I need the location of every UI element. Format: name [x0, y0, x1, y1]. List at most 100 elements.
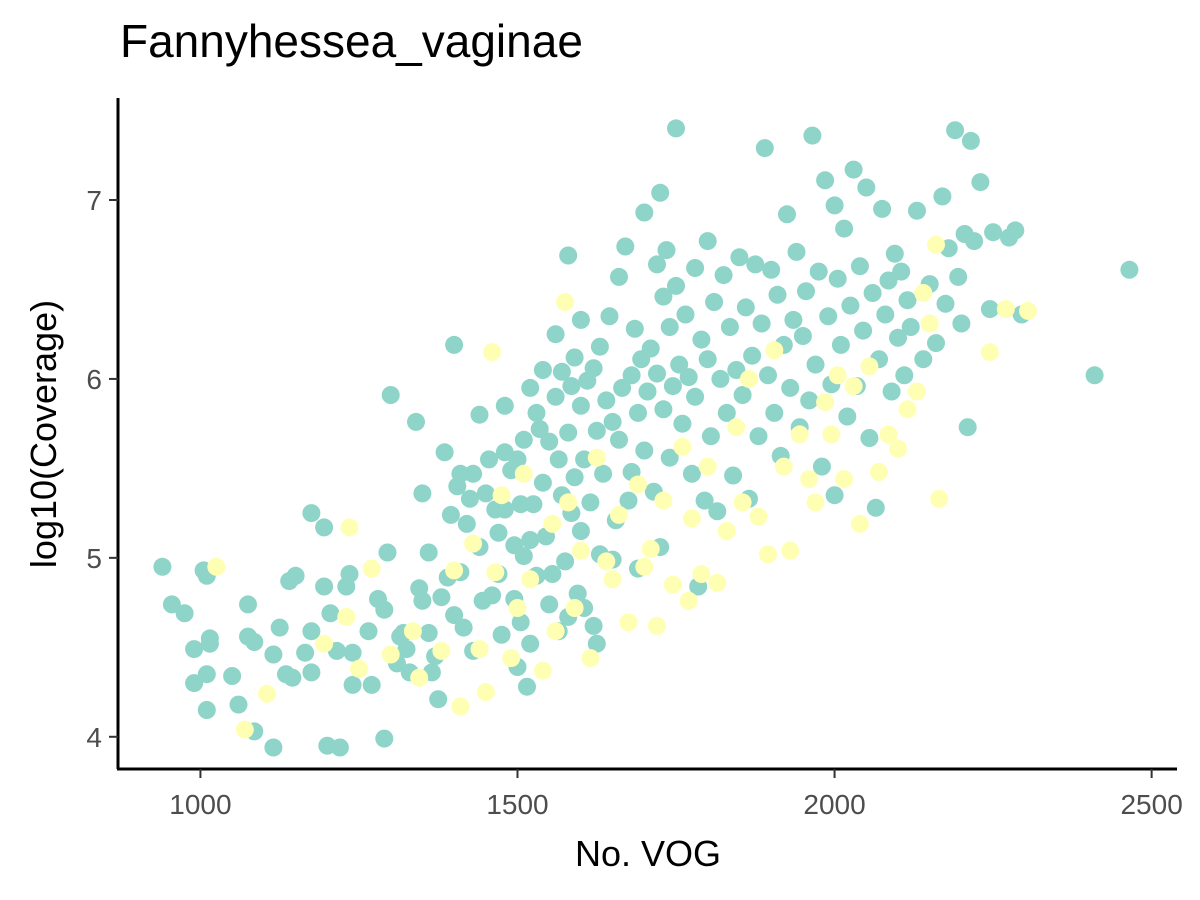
- x-tick-label-1: 1500: [486, 789, 548, 820]
- point-s1-31: [581, 649, 600, 668]
- point-s0-212: [793, 327, 812, 345]
- point-s1-41: [654, 491, 673, 510]
- point-s0-244: [892, 262, 911, 281]
- point-s1-23: [521, 570, 540, 589]
- point-s0-169: [667, 119, 685, 138]
- point-s0-17: [264, 645, 283, 664]
- point-s1-63: [828, 366, 847, 385]
- point-s1-27: [556, 293, 575, 311]
- point-s0-30: [321, 604, 340, 623]
- point-s0-208: [781, 378, 800, 397]
- x-axis-title: No. VOG: [575, 833, 721, 874]
- point-s1-35: [610, 505, 628, 524]
- point-s0-52: [413, 484, 432, 503]
- point-s0-108: [543, 565, 562, 583]
- point-s0-173: [676, 305, 695, 324]
- point-s1-21: [508, 599, 527, 617]
- point-s0-3: [185, 640, 204, 659]
- point-s0-104: [533, 361, 552, 379]
- point-s0-202: [762, 260, 781, 279]
- point-s0-232: [854, 321, 873, 340]
- point-s0-69: [457, 514, 476, 533]
- point-s1-50: [727, 418, 746, 437]
- y-axis-title: log10(Coverage): [23, 300, 64, 568]
- x-tick-label-0: 1000: [169, 789, 231, 820]
- point-s0-251: [927, 334, 945, 353]
- y-tick-label-1: 5: [86, 543, 102, 574]
- point-s1-59: [800, 470, 819, 489]
- point-s0-27: [302, 504, 321, 523]
- point-s0-234: [860, 429, 879, 447]
- point-s0-266: [1006, 221, 1025, 240]
- point-s0-100: [527, 403, 546, 422]
- point-s0-11: [223, 667, 242, 685]
- point-s0-60: [435, 443, 454, 462]
- point-s0-78: [483, 586, 502, 605]
- point-s0-26: [302, 622, 321, 641]
- point-s0-130: [581, 493, 600, 512]
- point-s1-48: [708, 573, 727, 592]
- point-s1-13: [451, 697, 470, 716]
- point-s1-46: [692, 565, 711, 583]
- point-s1-54: [759, 545, 777, 564]
- point-s1-30: [571, 541, 590, 560]
- point-s0-36: [343, 643, 362, 662]
- point-s0-96: [521, 531, 540, 549]
- point-s1-9: [403, 622, 422, 641]
- point-s0-192: [730, 248, 749, 267]
- point-s0-252: [933, 187, 952, 206]
- point-s1-45: [682, 509, 701, 528]
- point-s0-243: [889, 328, 907, 347]
- point-s0-248: [908, 201, 926, 220]
- point-s1-69: [879, 425, 898, 444]
- point-s0-80: [489, 523, 508, 542]
- point-s0-185: [708, 502, 727, 521]
- point-s0-70: [460, 489, 479, 508]
- point-s0-122: [565, 468, 584, 487]
- point-s0-62: [441, 505, 460, 524]
- point-s0-55: [419, 543, 438, 562]
- point-s0-64: [445, 606, 464, 625]
- point-s0-228: [841, 296, 860, 315]
- point-s1-15: [470, 640, 489, 659]
- point-s1-29: [565, 599, 584, 617]
- point-s1-28: [559, 493, 578, 512]
- point-s1-20: [502, 649, 521, 668]
- point-s0-97: [521, 378, 540, 397]
- point-s0-246: [898, 291, 917, 310]
- point-s0-8: [200, 629, 219, 648]
- point-s0-190: [724, 466, 743, 485]
- point-s0-131: [584, 359, 603, 378]
- point-s0-29: [315, 577, 334, 596]
- point-s1-76: [930, 489, 949, 508]
- point-s1-78: [996, 300, 1015, 319]
- point-s0-162: [651, 183, 670, 202]
- point-s0-264: [984, 223, 1003, 242]
- point-s0-186: [711, 369, 730, 388]
- point-s0-220: [819, 307, 838, 326]
- point-s0-145: [613, 378, 632, 397]
- point-s0-126: [571, 522, 590, 540]
- point-s0-174: [679, 368, 698, 387]
- point-s0-255: [946, 121, 965, 140]
- point-s0-213: [797, 282, 815, 301]
- point-s0-164: [654, 400, 673, 419]
- point-s1-39: [641, 539, 660, 558]
- point-s1-22: [514, 464, 533, 483]
- point-s0-201: [759, 366, 777, 385]
- point-s0-94: [514, 547, 533, 566]
- point-s1-3: [315, 634, 334, 653]
- point-s0-137: [594, 464, 613, 483]
- point-s0-115: [556, 552, 575, 571]
- point-s0-59: [432, 588, 451, 607]
- point-s0-241: [882, 382, 901, 401]
- point-s0-123: [568, 584, 587, 603]
- point-s1-74: [920, 314, 939, 333]
- point-s0-58: [429, 690, 448, 709]
- point-s1-57: [781, 541, 800, 560]
- point-s0-194: [736, 298, 755, 317]
- point-s0-90: [508, 450, 527, 469]
- point-s1-33: [597, 552, 616, 571]
- point-s0-76: [476, 484, 495, 503]
- point-s1-0: [207, 557, 226, 576]
